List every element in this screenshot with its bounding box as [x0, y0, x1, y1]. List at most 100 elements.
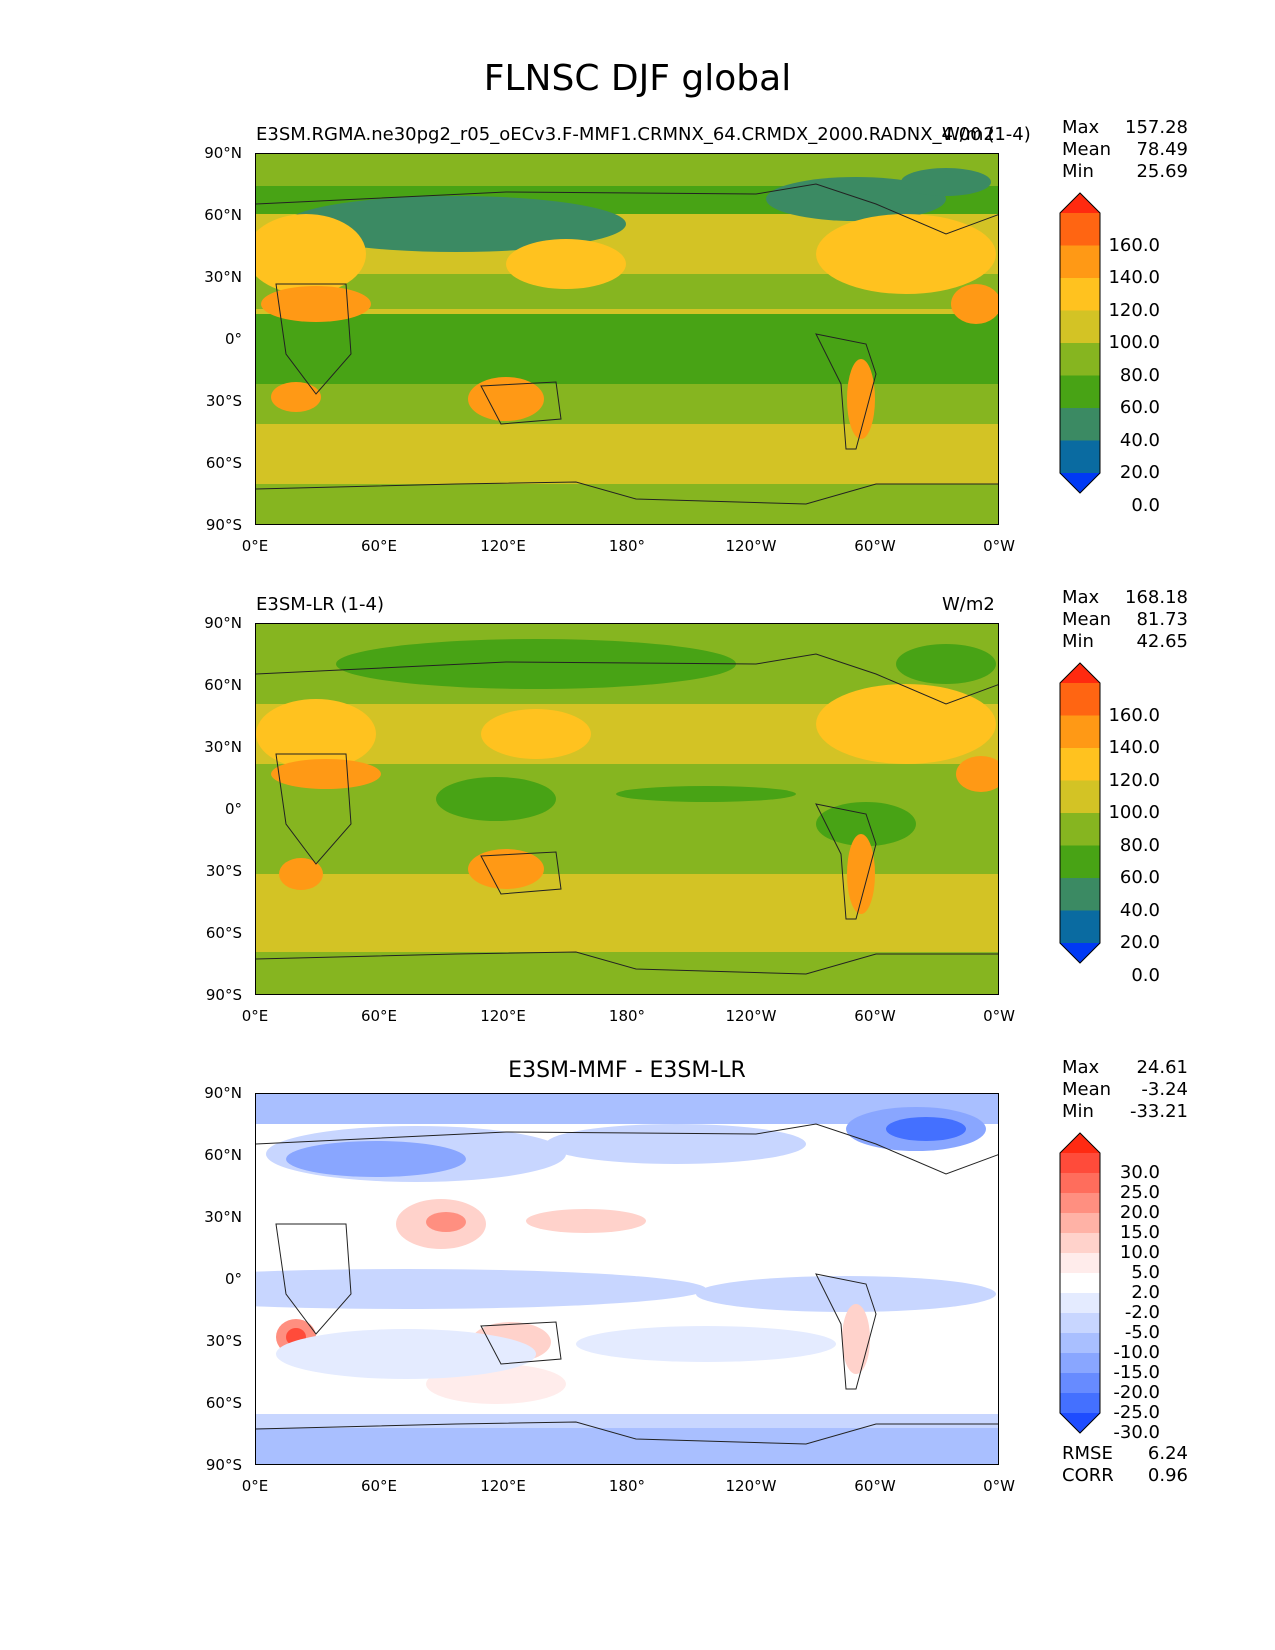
p3-lon-tick: 120°W	[725, 1477, 777, 1495]
p2-lon-tick: 60°W	[854, 1007, 896, 1025]
p2-lat-tick: 30°S	[205, 862, 242, 880]
panel1-units: W/m2	[942, 124, 995, 145]
colorbar-swatch	[1060, 1313, 1100, 1334]
colorbar-tick-label: -30.0	[1113, 1422, 1160, 1443]
p1-lon-tick: 0°W	[983, 537, 1015, 555]
p3-stat-min-label: Min	[1062, 1101, 1094, 1122]
colorbar-tick-label: -20.0	[1113, 1382, 1160, 1403]
colorbar-tick-label: 100.0	[1108, 802, 1160, 823]
colorbar-tick-label: 20.0	[1119, 932, 1160, 953]
panel3-title: E3SM-MMF - E3SM-LR	[508, 1058, 746, 1083]
colorbar-swatch	[1060, 375, 1100, 409]
p1-lat-tick: 0°	[224, 330, 242, 348]
p1-lat-tick: 90°S	[205, 516, 242, 534]
p1-lat-tick: 60°N	[204, 206, 242, 224]
panel1-map	[255, 153, 999, 525]
colorbar-swatch	[1060, 1213, 1100, 1234]
panel2-colorbar	[1059, 662, 1101, 964]
colorbar-tick-label: 100.0	[1108, 332, 1160, 353]
p3-lat-tick: 0°	[224, 1270, 242, 1288]
colorbar-tick-label: 15.0	[1119, 1222, 1160, 1243]
colorbar-swatch	[1060, 1253, 1100, 1274]
colorbar-tick-label: -2.0	[1124, 1302, 1160, 1323]
colorbar-swatch	[1060, 278, 1100, 311]
p3-stat-max-label: Max	[1062, 1057, 1100, 1078]
colorbar-extend-top	[1060, 663, 1100, 683]
p2-stat-mean-label: Mean	[1062, 609, 1112, 630]
colorbar-outline	[1059, 192, 1101, 494]
p1-stat-max-label: Max	[1062, 117, 1100, 138]
p3-lat-tick: 30°N	[204, 1208, 242, 1226]
colorbar-swatch	[1060, 408, 1100, 441]
colorbar-tick-label: 20.0	[1119, 1202, 1160, 1223]
colorbar-swatch	[1060, 878, 1100, 911]
colorbar-extend-top	[1060, 193, 1100, 213]
colorbar-tick-label: 0.0	[1131, 964, 1160, 986]
p1-stat-mean: 78.49	[1136, 139, 1188, 160]
rmse-label: RMSE	[1062, 1443, 1113, 1464]
panel3-map	[255, 1093, 999, 1465]
colorbar-tick-label: 5.0	[1131, 1262, 1160, 1283]
p2-lon-tick: 0°W	[983, 1007, 1015, 1025]
panel2-map	[255, 623, 999, 995]
p2-lat-tick: 60°S	[205, 924, 242, 942]
colorbar-tick-label: 40.0	[1119, 429, 1160, 451]
p2-lat-tick: 90°S	[205, 986, 242, 1004]
colorbar-extend-top	[1060, 1133, 1100, 1153]
p2-stat-min: 42.65	[1136, 631, 1188, 652]
colorbar-swatch	[1060, 1273, 1100, 1294]
p2-lon-tick: 120°E	[480, 1007, 526, 1025]
p1-stat-min: 25.69	[1136, 161, 1188, 182]
p1-lon-tick: 120°W	[725, 537, 777, 555]
p1-stat-min-label: Min	[1062, 161, 1094, 182]
colorbar-tick-label: 80.0	[1119, 834, 1160, 856]
colorbar-tick-label: -5.0	[1124, 1322, 1160, 1343]
p3-lon-tick: 60°W	[854, 1477, 896, 1495]
colorbar-extend-bottom	[1060, 943, 1100, 963]
colorbar-tick-label: 60.0	[1119, 867, 1160, 888]
p2-lat-tick: 60°N	[204, 676, 242, 694]
colorbar-tick-label: 160.0	[1108, 704, 1160, 726]
p2-lat-tick: 0°	[224, 800, 242, 818]
colorbar-tick-label: 120.0	[1108, 769, 1160, 791]
p2-stat-min-label: Min	[1062, 631, 1094, 652]
p2-stat-mean: 81.73	[1136, 609, 1188, 630]
colorbar-swatch	[1060, 1293, 1100, 1314]
p3-stat-max: 24.61	[1136, 1057, 1188, 1078]
p2-lon-tick: 0°E	[241, 1007, 269, 1025]
colorbar-tick-label: 25.0	[1119, 1182, 1160, 1203]
p2-stat-max-label: Max	[1062, 587, 1100, 608]
p1-stat-mean-label: Mean	[1062, 139, 1112, 160]
p3-lat-tick: 90°N	[204, 1084, 242, 1102]
p3-lat-tick: 90°S	[205, 1456, 242, 1474]
colorbar-tick-label: 20.0	[1119, 462, 1160, 483]
p1-lon-tick: 60°E	[360, 537, 398, 555]
colorbar-swatch	[1060, 310, 1100, 344]
p1-lat-tick: 90°N	[204, 144, 242, 162]
colorbar-swatch	[1060, 1153, 1100, 1174]
colorbar-tick-label: 10.0	[1119, 1242, 1160, 1263]
p1-lat-tick: 30°S	[205, 392, 242, 410]
colorbar-tick-label: 2.0	[1131, 1282, 1160, 1303]
p1-lon-tick: 120°E	[480, 537, 526, 555]
p2-lat-tick: 30°N	[204, 738, 242, 756]
colorbar-swatch	[1060, 343, 1100, 376]
colorbar-extend-bottom	[1060, 473, 1100, 493]
colorbar-swatch	[1060, 1173, 1100, 1194]
p3-stat-mean-label: Mean	[1062, 1079, 1112, 1100]
corr-label: CORR	[1062, 1465, 1114, 1486]
p1-lon-tick: 180°	[608, 537, 646, 555]
colorbar-swatch	[1060, 213, 1100, 246]
p1-lon-tick: 0°E	[241, 537, 269, 555]
p1-lat-tick: 60°S	[205, 454, 242, 472]
colorbar-tick-label: 0.0	[1131, 494, 1160, 516]
colorbar-tick-label: -10.0	[1113, 1342, 1160, 1363]
p3-lon-tick: 120°E	[480, 1477, 526, 1495]
colorbar-swatch	[1060, 1333, 1100, 1354]
p1-lat-tick: 30°N	[204, 268, 242, 286]
colorbar-swatch	[1060, 845, 1100, 879]
panel1-title: E3SM.RGMA.ne30pg2_r05_oECv3.F-MMF1.CRMNX…	[256, 124, 1031, 145]
p3-lon-tick: 0°E	[241, 1477, 269, 1495]
p3-lon-tick: 180°	[608, 1477, 646, 1495]
p2-stat-max: 168.18	[1125, 587, 1188, 608]
